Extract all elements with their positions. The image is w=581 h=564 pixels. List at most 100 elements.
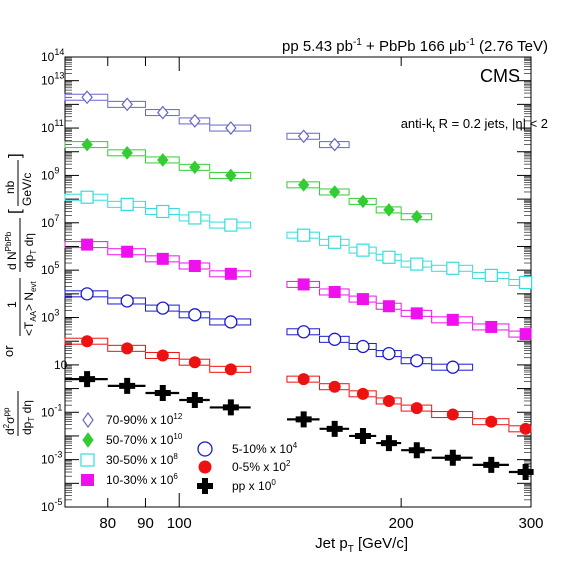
legend-label-5-10: 5-10% x 104 — [232, 441, 298, 456]
legend-item-70-90: 70-90% x 1012 — [82, 411, 183, 429]
data-point — [298, 178, 310, 192]
ylabel-unit-gev: GeV/c — [20, 173, 34, 206]
experiment-label: CMS — [480, 66, 520, 86]
data-point — [382, 300, 395, 313]
data-point — [328, 137, 341, 152]
y-tick-label: 10-1 — [41, 402, 62, 419]
data-point — [357, 194, 369, 209]
data-point — [328, 235, 342, 249]
y-tick-label-exp: 9 — [54, 165, 59, 175]
data-point — [380, 435, 397, 452]
series-open-circle — [64, 287, 474, 374]
ylabel-one: 1 — [5, 301, 19, 308]
data-point — [519, 422, 532, 435]
y-tick-label: 105 — [41, 260, 59, 277]
data-point — [382, 394, 395, 407]
x-axis-ticks: 80 90 100 200 300 — [64, 57, 544, 532]
y-tick-label-base: 10 — [41, 168, 55, 182]
data-point — [483, 456, 500, 473]
data-point — [485, 415, 498, 428]
y-tick-label: 10-5 — [41, 497, 62, 514]
legend-label-0-5: 0-5% x 102 — [232, 459, 291, 474]
y-tick-label: 103 — [41, 308, 59, 325]
y-tick-label: 107 — [41, 213, 59, 230]
series-filled-diamond — [64, 137, 433, 224]
open-circle-marker — [197, 441, 213, 457]
ylabel-bracket-right: ] — [5, 153, 24, 158]
y-tick-label-base: 10 — [41, 74, 55, 88]
data-point — [484, 268, 498, 283]
data-point — [297, 129, 310, 144]
data-point — [222, 399, 239, 416]
data-point — [121, 146, 133, 160]
filled-square-marker — [81, 474, 94, 486]
x-tick-label: 90 — [137, 515, 154, 532]
data-point — [156, 349, 169, 362]
data-point — [120, 294, 134, 308]
data-point — [329, 185, 341, 199]
legend-item-50-70: 50-70% x 1010 — [82, 432, 183, 448]
data-point — [186, 391, 203, 408]
y-tick-label-exp: -3 — [54, 450, 62, 460]
y-tick-label-exp: 13 — [54, 71, 64, 81]
legend-item-5-10: 5-10% x 104 — [197, 441, 298, 457]
data-point — [297, 278, 310, 291]
y-tick-label-base: 10 — [41, 121, 55, 135]
series-filled-square — [64, 238, 532, 341]
series-filled-circle — [64, 335, 532, 435]
data-point — [188, 356, 201, 369]
data-point — [225, 121, 237, 135]
ylabel-pbpb-numerator: d NPbPb — [4, 231, 19, 270]
data-point — [297, 325, 311, 339]
data-point — [446, 408, 459, 421]
y-tick-label-exp: 7 — [54, 213, 59, 223]
data-point — [188, 308, 202, 322]
data-point — [446, 313, 459, 326]
data-point — [356, 243, 370, 257]
y-tick-label-base: 10 — [54, 358, 68, 372]
data-point — [444, 449, 461, 466]
data-point — [383, 203, 395, 217]
data-point — [157, 105, 169, 120]
data-point — [121, 97, 133, 112]
y-tick-label: 109 — [41, 165, 59, 182]
legend-label-30-50: 30-50% x 108 — [106, 452, 178, 467]
x-tick-label: 200 — [389, 515, 414, 532]
data-point — [80, 287, 94, 301]
data-point — [81, 137, 93, 152]
y-tick-label-exp: 3 — [54, 308, 59, 318]
data-point — [295, 411, 312, 428]
data-point — [79, 371, 96, 388]
y-tick-label-base: 10 — [41, 263, 55, 277]
legend-item-30-50: 30-50% x 108 — [80, 452, 178, 467]
legend-label-70-90: 70-90% x 1012 — [106, 412, 183, 427]
filled-diamond-marker — [82, 432, 94, 448]
y-tick-label-base: 10 — [41, 216, 55, 230]
data-point — [188, 259, 201, 272]
ylabel-pp-denominator: dpT dη — [20, 400, 36, 435]
data-point — [154, 385, 171, 402]
y-tick-label-base: 10 — [41, 50, 55, 64]
y-tick-label: 1013 — [41, 71, 64, 88]
legend-item-0-5: 0-5% x 102 — [198, 459, 291, 474]
y-tick-label-exp: 14 — [54, 47, 64, 57]
data-point — [411, 209, 423, 224]
x-tick-label: 80 — [99, 515, 116, 532]
data-point — [188, 211, 202, 225]
data-point — [519, 275, 533, 290]
data-point — [382, 346, 396, 361]
data-point — [297, 373, 310, 386]
ylabel-pbpb-denominator: dpT dη — [22, 233, 38, 268]
series-cross — [65, 371, 534, 481]
legend-item-10-30: 10-30% x 106 — [81, 472, 178, 487]
data-point — [328, 380, 341, 393]
data-point — [80, 190, 94, 204]
series-open-diamond — [64, 90, 350, 152]
data-point — [356, 387, 369, 400]
series-layer — [64, 90, 534, 481]
jet-selection-label: anti-kt R = 0.2 jets, |η| < 2 — [401, 116, 548, 134]
open-diamond-marker — [82, 411, 94, 429]
legend-label-pp: pp x 100 — [232, 478, 276, 493]
legend-label-50-70: 50-70% x 1010 — [106, 432, 183, 447]
